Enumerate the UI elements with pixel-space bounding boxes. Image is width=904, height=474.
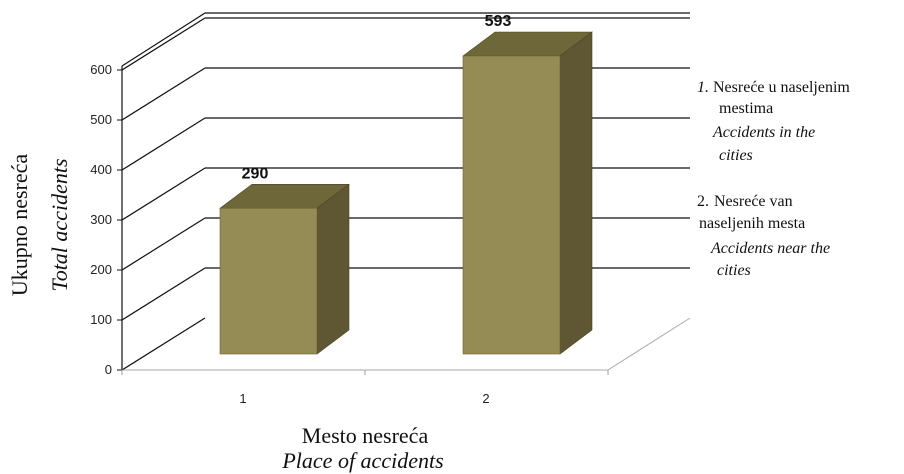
y-tick-label: 600 xyxy=(90,62,112,77)
legend-item-1-english-line-2: cities xyxy=(719,147,753,164)
data-label-2: 593 xyxy=(485,13,512,30)
bar-1: 290 xyxy=(219,165,350,355)
legend-item-1-number: 1. xyxy=(697,79,709,96)
legend-item-2-number: 2. xyxy=(697,193,709,210)
grid-diagonal xyxy=(121,267,206,321)
grid-diagonal xyxy=(121,217,206,271)
y-axis-label: Ukupno nesreća xyxy=(7,154,32,297)
x-tick-label-1: 1 xyxy=(239,391,246,406)
y-tick-label: 100 xyxy=(90,312,112,327)
x-axis-label: Mesto nesreća xyxy=(302,423,429,448)
legend-item-1-english-line-1: Accidents in the xyxy=(712,124,815,141)
bar-front-face xyxy=(462,55,561,355)
data-label-1: 290 xyxy=(242,165,269,182)
y-tick-label: 300 xyxy=(90,212,112,227)
grid-diagonal-top xyxy=(121,12,206,67)
grid-diagonal xyxy=(121,67,206,121)
bar-side-face xyxy=(559,31,593,355)
grid-diagonal xyxy=(121,17,206,71)
grid-diagonal xyxy=(121,117,206,171)
x-tick-label-2: 2 xyxy=(482,391,489,406)
legend: 1. Nesreće u naseljenim mestima Accident… xyxy=(697,79,850,279)
bars: 290 593 xyxy=(219,13,593,355)
y-tick-labels: 0 100 200 300 400 500 600 xyxy=(90,62,112,377)
floor-right-edge xyxy=(607,317,691,371)
bar-front-face xyxy=(219,207,318,355)
grid-lines xyxy=(121,12,690,371)
x-axis-label-english: Place of accidents xyxy=(281,448,443,473)
bar-side-face xyxy=(316,183,350,355)
bar-2: 593 xyxy=(462,13,593,355)
y-axis-label-english: Total accidents xyxy=(47,158,72,291)
legend-item-2-line-1: Nesreće van xyxy=(714,193,793,210)
grid-diagonal xyxy=(121,317,206,371)
grid-diagonal xyxy=(121,167,206,221)
legend-item-1-line-2: mestima xyxy=(719,100,773,117)
axes xyxy=(117,66,691,375)
legend-item-1-line-1: Nesreće u naseljenim xyxy=(713,79,850,96)
y-tick-label: 0 xyxy=(105,362,112,377)
y-tick-label: 400 xyxy=(90,162,112,177)
legend-item-2-line-2: naseljenih mesta xyxy=(699,215,805,232)
legend-item-2-english-line-2: cities xyxy=(717,262,751,279)
y-tick-label: 200 xyxy=(90,262,112,277)
legend-item-2-english-line-1: Accidents near the xyxy=(710,240,830,257)
y-tick-label: 500 xyxy=(90,112,112,127)
